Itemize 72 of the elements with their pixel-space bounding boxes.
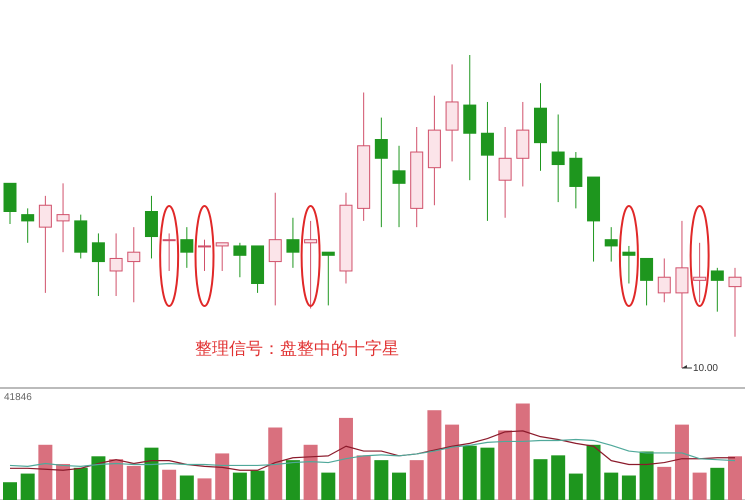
bar	[304, 444, 318, 500]
bar	[20, 474, 35, 500]
candlestick	[198, 239, 212, 272]
candlestick	[233, 242, 246, 278]
bar	[286, 460, 300, 500]
candlestick	[180, 226, 194, 268]
candlestick	[710, 267, 724, 312]
bar	[533, 459, 548, 500]
bar	[250, 470, 265, 500]
candlestick	[216, 242, 229, 272]
bar	[198, 478, 212, 500]
bar	[74, 468, 88, 500]
candlestick	[498, 126, 512, 218]
candlestick	[552, 114, 565, 203]
bar	[215, 453, 230, 500]
bar	[356, 455, 371, 500]
candlestick	[304, 220, 318, 310]
annotation: 10.00	[692, 363, 718, 374]
candlestick	[640, 258, 654, 306]
bar	[498, 430, 512, 500]
bar	[568, 474, 583, 500]
candlestick	[604, 226, 618, 262]
text: 41846	[4, 392, 32, 403]
candlestick	[392, 145, 406, 228]
candlestick	[92, 232, 105, 297]
bar	[604, 472, 618, 500]
bar	[710, 468, 724, 500]
bar	[392, 472, 406, 500]
candlestick	[127, 226, 140, 303]
bar	[180, 476, 194, 500]
bar	[144, 448, 158, 500]
candlestick	[322, 252, 335, 306]
bar	[3, 482, 17, 500]
bar	[126, 466, 141, 500]
bar	[410, 460, 424, 500]
bar	[586, 444, 601, 500]
candlestick	[728, 267, 742, 338]
bar	[268, 428, 282, 500]
bar	[374, 460, 388, 500]
bar	[232, 472, 247, 500]
candlestick	[268, 192, 282, 306]
bar	[91, 456, 106, 500]
bar	[640, 452, 654, 500]
bar	[338, 418, 353, 500]
candlestick	[56, 182, 70, 253]
bar	[38, 444, 52, 500]
candlestick	[286, 217, 300, 268]
bar	[109, 459, 124, 500]
bar	[56, 464, 70, 500]
bar	[462, 446, 477, 500]
bar	[674, 424, 689, 500]
candlestick	[162, 232, 176, 272]
bar	[728, 456, 742, 500]
candlestick	[622, 245, 636, 284]
bar	[516, 404, 530, 500]
bar	[622, 476, 636, 500]
bar	[162, 470, 176, 500]
candlestick	[38, 195, 52, 294]
bar	[321, 472, 336, 500]
bar	[551, 455, 566, 500]
annotation: 整理信号：盘整中的十字星	[195, 339, 399, 358]
bar	[427, 410, 442, 500]
bar	[657, 466, 672, 500]
candlestick	[21, 208, 34, 244]
bar	[692, 472, 707, 500]
candlestick	[658, 258, 671, 303]
bar	[480, 448, 494, 500]
candlestick	[693, 242, 706, 303]
candlestick	[480, 101, 494, 222]
candlestick	[374, 117, 388, 228]
candlestick	[110, 232, 123, 297]
bar	[445, 424, 460, 500]
